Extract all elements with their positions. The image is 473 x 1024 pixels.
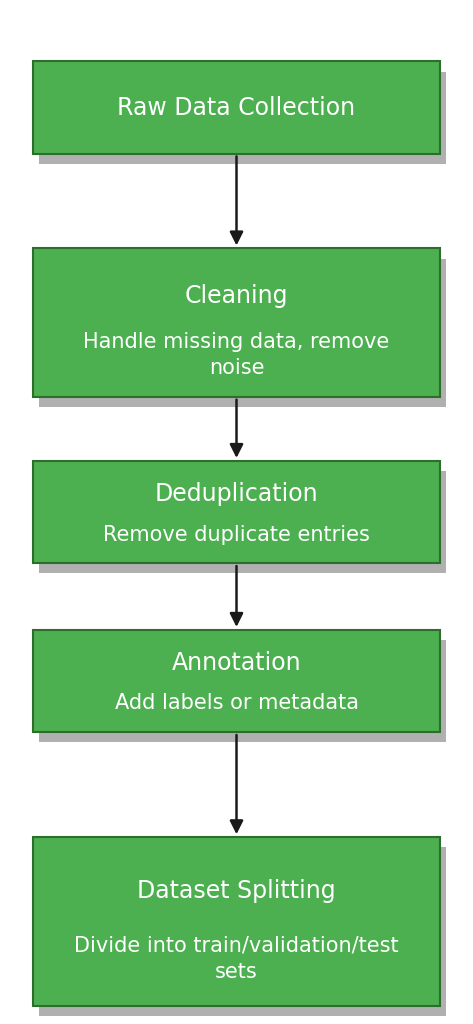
FancyBboxPatch shape: [39, 258, 446, 407]
FancyBboxPatch shape: [33, 630, 440, 732]
FancyBboxPatch shape: [33, 248, 440, 396]
Text: Raw Data Collection: Raw Data Collection: [117, 95, 356, 120]
Text: Annotation: Annotation: [172, 650, 301, 675]
FancyBboxPatch shape: [39, 72, 446, 164]
Text: Add labels or metadata: Add labels or metadata: [114, 693, 359, 714]
Text: Deduplication: Deduplication: [155, 481, 318, 506]
FancyBboxPatch shape: [39, 640, 446, 742]
Text: Dataset Splitting: Dataset Splitting: [137, 880, 336, 903]
FancyBboxPatch shape: [33, 61, 440, 154]
Text: Cleaning: Cleaning: [185, 284, 288, 308]
FancyBboxPatch shape: [33, 838, 440, 1006]
Text: Handle missing data, remove
noise: Handle missing data, remove noise: [83, 332, 390, 379]
FancyBboxPatch shape: [39, 848, 446, 1016]
FancyBboxPatch shape: [39, 471, 446, 573]
Text: Divide into train/validation/test
sets: Divide into train/validation/test sets: [74, 936, 399, 982]
Text: Remove duplicate entries: Remove duplicate entries: [103, 524, 370, 545]
FancyBboxPatch shape: [33, 461, 440, 563]
